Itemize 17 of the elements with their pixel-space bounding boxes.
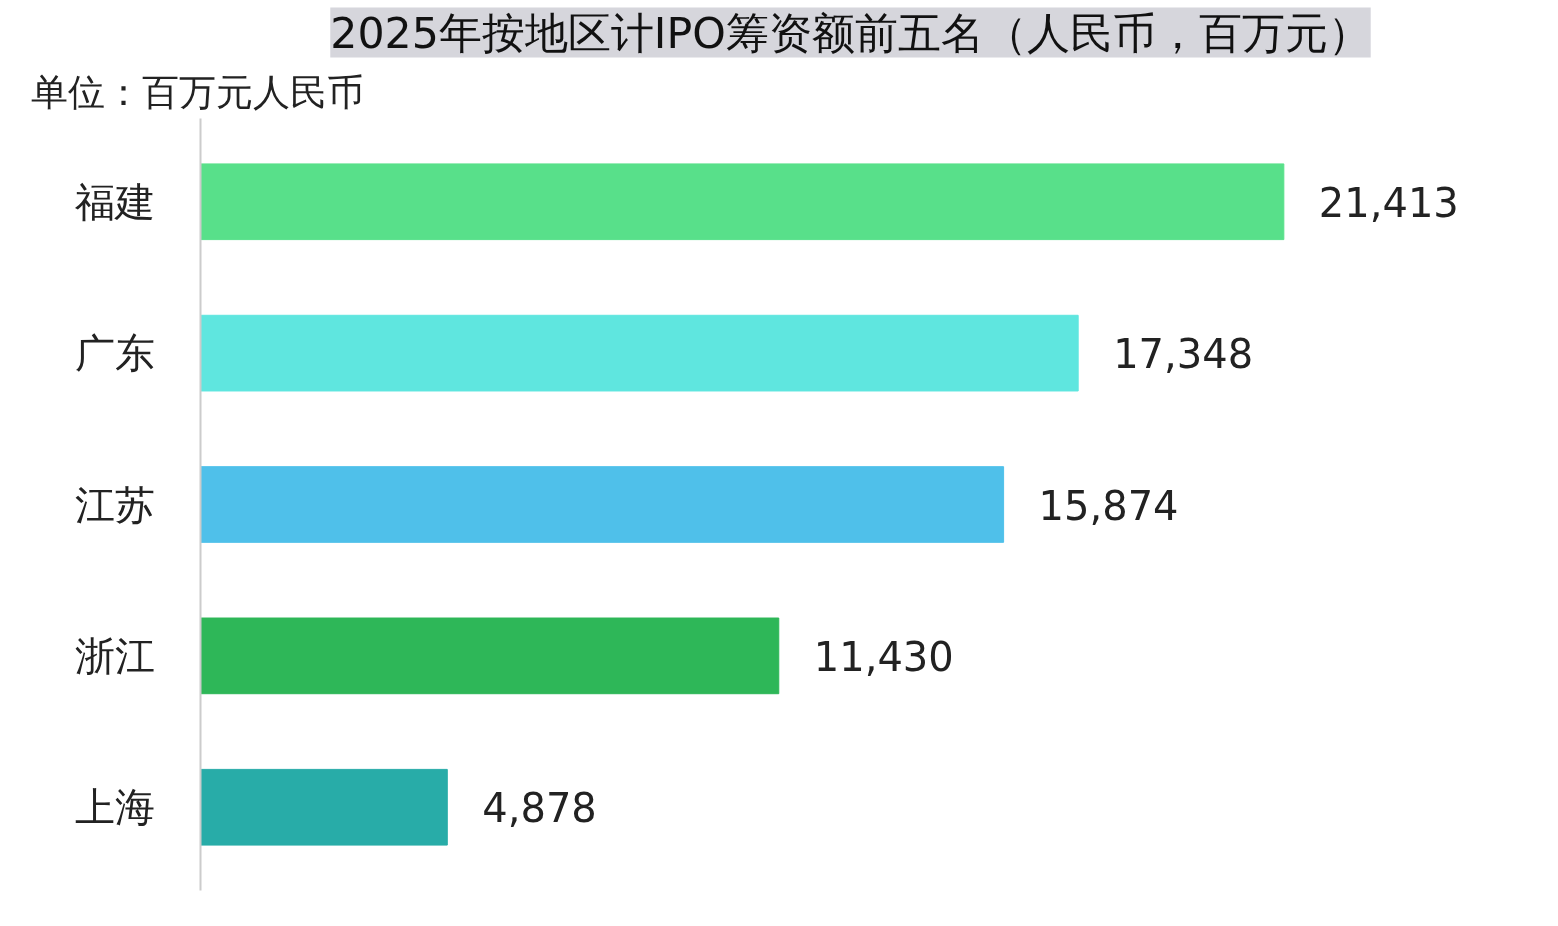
y-tick-label: 福建 xyxy=(74,178,155,225)
data-label: 21,413 xyxy=(1318,179,1459,226)
data-label: 11,430 xyxy=(813,633,954,680)
bar xyxy=(200,314,1079,392)
data-label: 15,874 xyxy=(1038,482,1179,529)
y-tick-label: 广东 xyxy=(74,330,155,377)
y-tick-label: 江苏 xyxy=(74,481,155,528)
bar xyxy=(200,617,780,695)
chart-subtitle: 单位：百万元人民币 xyxy=(30,69,364,114)
y-tick-label: 浙江 xyxy=(74,632,155,679)
bar xyxy=(200,466,1005,543)
bar xyxy=(200,163,1285,241)
chart-title: 2025年按地区计IPO筹资额前五名（人民币，百万元） xyxy=(330,7,1371,58)
bar xyxy=(200,768,448,846)
y-tick-label: 上海 xyxy=(74,784,155,831)
data-label: 17,348 xyxy=(1113,331,1254,378)
data-label: 4,878 xyxy=(482,785,597,832)
